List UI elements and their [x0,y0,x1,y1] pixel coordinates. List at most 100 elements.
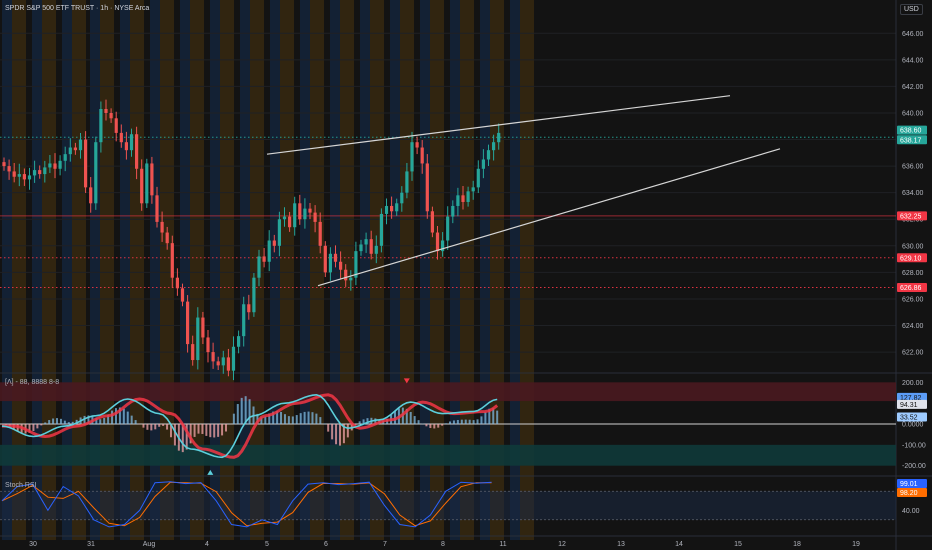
macd-histogram-bar [122,408,125,424]
session-band [150,0,160,540]
macd-histogram-bar [472,420,475,424]
candle [237,336,241,347]
candle [303,208,307,220]
candle [430,211,434,233]
macd-histogram-bar [417,420,420,424]
candle [135,134,139,169]
candle [48,163,52,168]
candle [328,253,332,273]
session-band [62,0,72,540]
macd-histogram-bar [209,424,212,438]
macd-histogram-bar [488,408,491,424]
macd-histogram-bar [476,419,479,424]
macd-histogram-bar [299,413,302,424]
macd-histogram-bar [260,417,263,424]
macd-histogram-bar [464,419,467,424]
candle [282,216,287,220]
overbought-zone [0,382,896,402]
macd-histogram-bar [268,413,271,424]
candle [277,219,281,246]
macd-histogram-bar [240,397,243,424]
price-tick-label: 640.00 [902,110,924,117]
buy-signal-marker [207,469,214,475]
time-tick-label: 7 [383,541,387,548]
macd-histogram-bar [307,411,310,424]
candle [38,170,42,175]
candle [68,147,72,155]
macd-histogram-bar [244,396,247,424]
candle [242,304,246,337]
macd-histogram-bar [311,412,314,424]
macd-histogram-bar [425,424,428,427]
candle [124,142,128,151]
macd-histogram-bar [272,411,275,424]
time-tick-label: 5 [265,541,269,548]
macd-histogram-bar [358,421,361,424]
session-band [390,0,400,540]
macd-histogram-bar [95,418,98,424]
macd-histogram-bar [394,410,396,424]
macd-histogram-bar [468,419,471,424]
macd-histogram-bar [291,416,294,424]
candle [298,203,302,220]
macd-histogram-bar [429,424,432,429]
price-tick-label: 622.00 [902,350,924,357]
candle [451,205,455,217]
candle [73,147,77,151]
time-tick-label: 6 [324,541,328,548]
macd-histogram-bar [287,416,290,424]
stoch-value-label: 98.20 [900,490,918,497]
macd-histogram-bar [338,424,341,446]
candle [364,239,368,245]
macd-histogram-bar [460,419,463,424]
macd-histogram-bar [158,424,161,427]
candle [471,187,475,192]
candle [84,139,88,188]
time-tick-label: 14 [675,541,683,548]
session-band [420,0,430,540]
session-band [32,0,42,540]
macd-value-label: 127.82 [900,395,922,402]
macd-histogram-bar [445,423,448,424]
macd-histogram-bar [111,410,114,424]
candle [492,142,496,151]
macd-tick-label: 200.00 [902,380,924,387]
macd-histogram-bar [71,421,74,424]
candle [288,216,292,228]
stoch-value-badge [897,479,927,488]
price-level-badge [897,253,927,263]
macd-histogram-bar [452,420,455,424]
candle [252,277,256,313]
candle [170,243,174,278]
currency-button[interactable]: USD [900,4,923,15]
candle [354,251,358,278]
macd-histogram-bar [484,412,487,424]
session-band [72,0,86,540]
candle [456,195,460,206]
macd-histogram-bar [67,422,70,424]
candle [344,269,348,281]
session-band [42,0,56,540]
session-band [510,0,520,540]
candle [425,163,429,212]
candle [262,256,266,262]
macd-histogram-bar [366,418,369,424]
macd-histogram-bar [232,413,235,424]
candle [435,232,440,252]
session-band [12,0,26,540]
candle [129,134,134,151]
time-tick-label: 8 [441,541,445,548]
macd-histogram-bar [87,415,90,424]
candle [63,154,67,161]
time-tick-label: 4 [205,541,209,548]
session-band [330,0,340,540]
macd-histogram-bar [75,419,78,424]
macd-histogram-bar [4,424,7,426]
macd-histogram-bar [83,415,86,424]
sell-signal-marker [403,378,410,384]
session-band [100,0,114,540]
candle [99,108,103,143]
candle [89,187,93,204]
macd-histogram-bar [48,420,51,424]
